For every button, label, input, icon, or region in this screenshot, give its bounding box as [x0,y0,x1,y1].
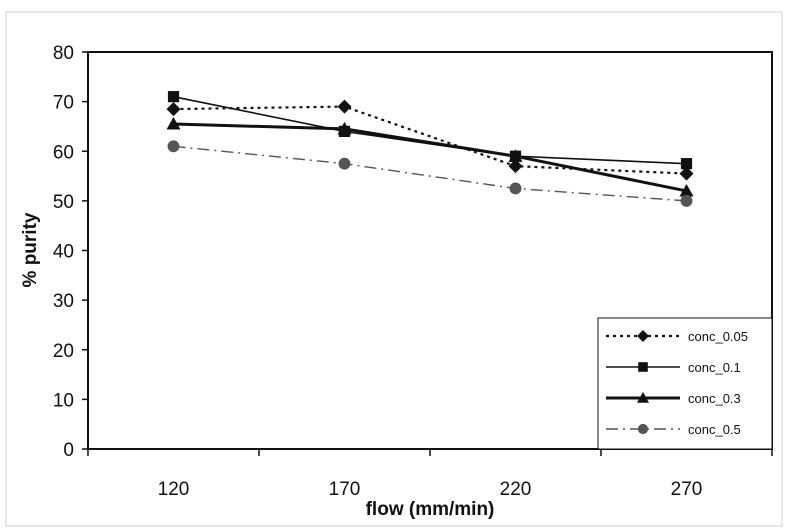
y-tick-label: 20 [53,341,74,362]
y-axis-ticks: 0 10 20 30 40 50 60 70 80 [53,43,88,461]
circle-marker [680,194,693,207]
series-conc_0.05 [166,99,694,181]
y-tick-label: 50 [53,192,74,213]
series-layer [166,91,694,207]
triangle-marker [508,149,523,162]
legend-box [597,317,773,450]
series-line [173,122,687,193]
y-axis-title: % purity [20,212,41,287]
legend: conc_0.05 conc_0.1 conc_0.3 conc_0.5 [597,317,773,450]
y-tick-label: 30 [53,291,74,312]
series-conc_0.5 [167,140,693,207]
y-tick-label: 70 [53,93,74,114]
x-axis-title: flow (mm/min) [366,499,495,520]
x-tick-label: 120 [158,479,190,500]
triangle-marker [166,116,181,130]
diamond-marker [166,102,181,117]
x-axis-ticks: 120 170 220 270 [87,449,773,500]
legend-label: conc_0.05 [688,329,748,344]
legend-label: conc_0.5 [688,422,741,437]
diamond-marker [508,159,523,174]
diamond-marker [679,166,694,181]
diamond-marker [337,99,352,114]
y-tick-label: 60 [53,142,74,163]
series-conc_0.3 [166,116,694,197]
triangle-marker [637,392,649,403]
circle-marker [637,423,649,435]
y-tick-label: 0 [63,440,74,461]
x-tick-label: 270 [671,479,703,500]
square-marker [167,91,180,103]
y-tick-label: 40 [53,242,74,263]
x-tick-label: 170 [329,479,361,500]
triangle-marker [679,183,694,197]
x-tick-label: 220 [500,479,532,500]
series-line [173,145,687,202]
triangle-marker [337,121,352,135]
legend-label: conc_0.1 [688,360,741,375]
series-line [173,105,687,175]
circle-marker [167,140,180,153]
diamond-marker [637,330,649,342]
square-marker [638,362,648,372]
y-tick-label: 80 [53,43,74,64]
y-tick-label: 10 [53,390,74,411]
circle-marker [338,157,351,170]
legend-label: conc_0.3 [688,391,741,406]
circle-marker [509,182,522,195]
square-marker [680,158,693,170]
